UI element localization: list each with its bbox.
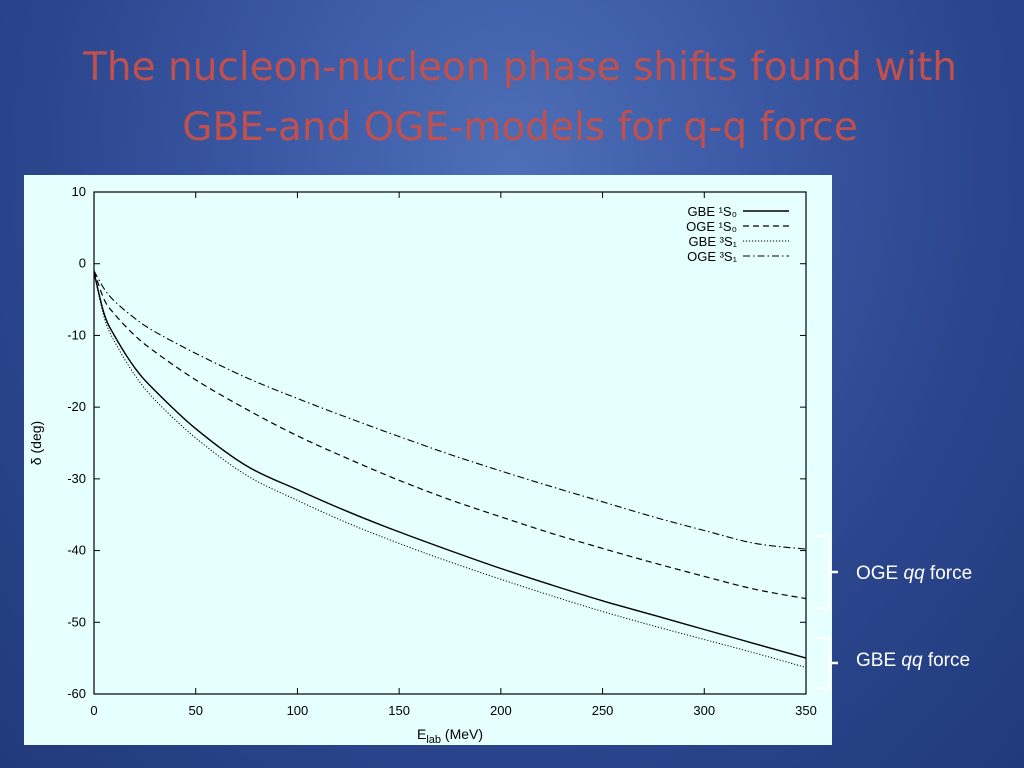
x-tick-label: 150 — [388, 703, 410, 718]
y-tick-label: -50 — [67, 614, 86, 629]
title-line-1: The nucleon-nucleon phase shifts found w… — [83, 45, 957, 90]
gbe-bracket — [816, 636, 838, 690]
y-tick-label: 10 — [72, 184, 86, 199]
plot-panel: 0 50 100 150 200 250 300 350 10 0 -10 -20 -30 -40 -50-… — [24, 175, 832, 745]
x-tick-label: 200 — [490, 703, 512, 718]
y-tick-label: 0 — [79, 256, 86, 271]
phase-shift-chart: 0 50 100 150 200 250 300 350100-10-20-30-40-50-… — [28, 184, 817, 745]
x-tick-label: 0 — [90, 703, 97, 718]
series-line-3 — [93, 270, 807, 550]
x-tick-label: 100 — [287, 703, 309, 718]
y-tick-label: -60 — [67, 686, 86, 701]
series-line-1 — [93, 270, 807, 600]
legend-label: OGE ³S₁ — [687, 249, 738, 264]
legend-label: GBE ¹S₀ — [688, 204, 737, 219]
slide-title: The nucleon-nucleon phase shifts found w… — [20, 38, 1020, 158]
x-tick-label: 50 — [188, 703, 202, 718]
x-tick-label: 350 — [795, 703, 817, 718]
x-tick-label: 250 — [592, 703, 614, 718]
series-line-0 — [93, 272, 807, 659]
gbe-force-label: GBE qq force — [856, 650, 971, 671]
y-axis-label: δ (deg) — [28, 421, 44, 465]
oge-force-label: OGE qq force — [856, 563, 973, 584]
y-tick-label: -10 — [67, 327, 86, 342]
series-line-2 — [93, 272, 807, 668]
plot-frame — [93, 191, 807, 695]
legend-label: OGE ¹S₀ — [686, 219, 737, 234]
oge-bracket — [816, 534, 838, 610]
x-axis-label: Elab (MeV) — [417, 726, 483, 745]
x-tick-label: 300 — [693, 703, 715, 718]
title-line-2: GBE-and OGE-models for q-q force — [182, 105, 858, 150]
legend-label: GBE ³S₁ — [689, 234, 738, 249]
y-tick-label: -30 — [67, 471, 86, 486]
y-tick-label: -20 — [67, 399, 86, 414]
y-tick-label: -40 — [67, 543, 86, 558]
